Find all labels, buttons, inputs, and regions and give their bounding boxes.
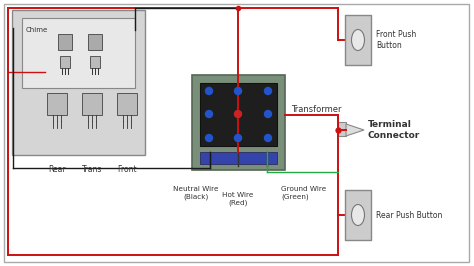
Text: Front Push
Button: Front Push Button [376,30,416,50]
Bar [200,152,277,164]
Text: Hot Wire
(Red): Hot Wire (Red) [222,192,254,206]
Bar [345,190,371,240]
Circle shape [264,110,272,118]
Bar [12,10,145,155]
Bar [90,56,100,68]
Text: Rear: Rear [48,165,66,174]
Text: Rear Push Button: Rear Push Button [376,210,442,219]
Bar [82,93,102,115]
Bar [22,18,135,88]
Circle shape [235,135,241,142]
Circle shape [235,110,241,118]
Circle shape [264,88,272,94]
Bar [117,93,137,115]
Bar [60,56,70,68]
Bar [58,34,72,50]
Circle shape [206,135,212,142]
Circle shape [264,135,272,142]
Text: Ground Wire
(Green): Ground Wire (Green) [281,186,326,200]
Bar [200,83,277,146]
Circle shape [235,88,241,94]
Bar [345,15,371,65]
Text: Chime: Chime [26,27,48,33]
Text: Front: Front [117,165,137,174]
Bar [47,93,67,115]
Text: Transformer: Transformer [291,106,341,114]
Text: Trans: Trans [82,165,102,174]
Text: Terminal
Connector: Terminal Connector [368,120,420,140]
Circle shape [206,88,212,94]
Ellipse shape [352,205,365,226]
Circle shape [206,110,212,118]
Text: Neutral Wire
(Black): Neutral Wire (Black) [173,186,219,200]
Ellipse shape [352,30,365,51]
Polygon shape [346,124,364,136]
Bar [192,75,285,170]
Bar [88,34,102,50]
Bar [338,122,346,136]
